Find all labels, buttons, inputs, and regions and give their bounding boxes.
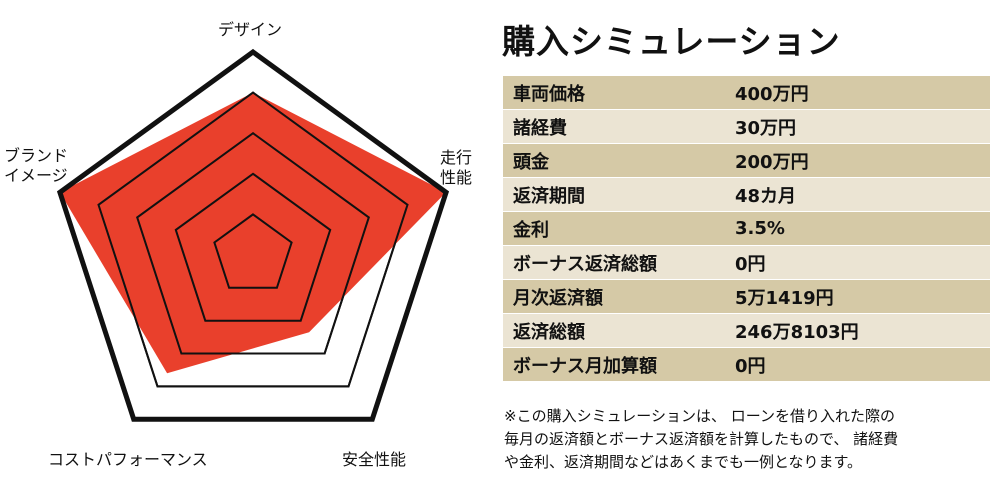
simulation-table: 車両価格 400万円 諸経費 30万円 頭金 200万円 返済期間 48カ月 金… xyxy=(503,76,990,382)
axis-label-driving-line-1: 走行 xyxy=(440,148,473,167)
axis-label-driving-line-2: 性能 xyxy=(440,168,473,187)
row-label: 金利 xyxy=(503,211,735,246)
row-value: 5万1419円 xyxy=(735,279,990,314)
row-label: ボーナス返済総額 xyxy=(503,245,735,280)
row-value: 200万円 xyxy=(735,143,990,178)
axis-label-safety-performance: 安全性能 xyxy=(342,450,406,470)
page-title: 購入シミュレーション xyxy=(502,22,841,61)
axis-label-driving-performance: 走行 性能 xyxy=(440,148,472,188)
radar-grid-ring-overlay xyxy=(174,172,332,322)
axis-label-brand-image: ブランド イメージ xyxy=(4,146,68,186)
table-row: 諸経費 30万円 xyxy=(503,109,990,144)
row-label: 返済期間 xyxy=(503,177,735,212)
row-value: 48カ月 xyxy=(735,177,990,212)
radar-grid-ring-overlay xyxy=(213,213,293,289)
axis-label-cost-line-1: コストパフォーマンス xyxy=(48,450,208,469)
row-label: 車両価格 xyxy=(503,76,735,110)
table-row: 返済期間 48カ月 xyxy=(503,177,990,212)
row-label: 返済総額 xyxy=(503,313,735,348)
table-row: 返済総額 246万8103円 xyxy=(503,313,990,348)
row-label: 頭金 xyxy=(503,143,735,178)
row-value: 400万円 xyxy=(735,76,990,110)
row-value: 30万円 xyxy=(735,109,990,144)
radar-outer-frame xyxy=(56,48,450,422)
radar-grid-ring-overlay xyxy=(97,91,409,388)
note-line-3: や金利、返済期間などはあくまでも一例となります。 xyxy=(504,453,863,471)
table-row: 頭金 200万円 xyxy=(503,143,990,178)
row-value: 3.5% xyxy=(735,211,990,246)
row-value: 0円 xyxy=(735,245,990,280)
radar-data-area xyxy=(59,92,447,374)
axis-label-brand-line-1: ブランド xyxy=(4,146,69,165)
table-row: ボーナス月加算額 0円 xyxy=(503,347,990,382)
axis-label-design-line-1: デザイン xyxy=(218,20,283,39)
row-label: 諸経費 xyxy=(503,109,735,144)
row-label: 月次返済額 xyxy=(503,279,735,314)
axis-label-brand-line-2: イメージ xyxy=(4,166,68,185)
radar-chart xyxy=(56,48,450,422)
note-line-2: 毎月の返済額とボーナス返済額を計算したもので、 諸経費 xyxy=(504,430,899,448)
table-row: 金利 3.5% xyxy=(503,211,990,246)
radar-grid-ring-overlay xyxy=(136,131,370,355)
table-row: ボーナス返済総額 0円 xyxy=(503,245,990,280)
axis-label-design: デザイン xyxy=(218,20,282,40)
disclaimer-note: ※この購入シミュレーションは、 ローンを借り入れた際の 毎月の返済額とボーナス返… xyxy=(504,405,998,474)
row-label: ボーナス月加算額 xyxy=(503,347,735,382)
row-value: 0円 xyxy=(735,347,990,382)
table-row: 月次返済額 5万1419円 xyxy=(503,279,990,314)
table-row: 車両価格 400万円 xyxy=(503,76,990,110)
axis-label-cost-performance: コストパフォーマンス xyxy=(48,450,208,470)
axis-label-safety-line-1: 安全性能 xyxy=(342,450,407,469)
row-value: 246万8103円 xyxy=(735,313,990,348)
note-line-1: ※この購入シミュレーションは、 ローンを借り入れた際の xyxy=(504,407,895,425)
